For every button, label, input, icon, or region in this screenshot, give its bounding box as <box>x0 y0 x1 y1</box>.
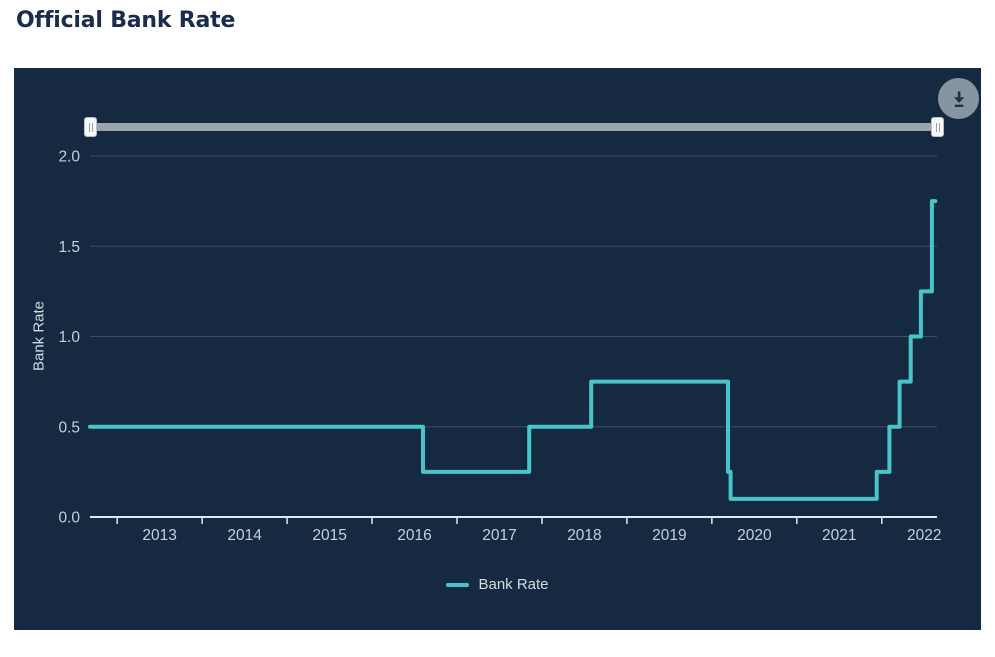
legend-label: Bank Rate <box>478 576 549 593</box>
slider-max-handle[interactable] <box>931 117 944 137</box>
download-icon <box>953 91 964 107</box>
download-button[interactable] <box>938 78 979 119</box>
x-tick-label: 2017 <box>482 527 516 544</box>
x-tick-label: 2016 <box>397 527 431 544</box>
slider-track[interactable] <box>90 123 938 131</box>
y-axis-title: Bank Rate <box>30 300 48 372</box>
x-tick-label: 2015 <box>312 527 346 544</box>
grip-icon <box>88 122 93 132</box>
page-title: Official Bank Rate <box>16 8 236 33</box>
grip-icon <box>935 122 940 132</box>
x-tick-label: 2018 <box>567 527 601 544</box>
x-tick-label: 2019 <box>652 527 686 544</box>
y-tick-label: 0.5 <box>58 419 80 436</box>
x-tick-label: 2021 <box>822 527 856 544</box>
x-tick-label: 2014 <box>227 527 262 544</box>
y-tick-label: 1.5 <box>58 239 80 256</box>
x-tick-label: 2022 <box>907 527 941 544</box>
legend-line-swatch <box>446 582 470 587</box>
y-tick-label: 2.0 <box>58 149 80 166</box>
bank-rate-chart: 0.0 0.5 1.0 1.5 2.0 2013 2014 2015 2016 2017 2018 2… <box>58 149 941 545</box>
x-tick-label: 2013 <box>142 527 176 544</box>
chart-legend[interactable]: Bank Rate <box>14 576 981 593</box>
slider-min-handle[interactable] <box>84 117 97 137</box>
y-tick-label: 0.0 <box>58 510 80 527</box>
chart-panel: 0.0 0.5 1.0 1.5 2.0 2013 2014 2015 2016 2017 2018 2… <box>14 68 981 630</box>
bank-rate-line <box>88 199 938 501</box>
range-slider[interactable] <box>84 115 944 139</box>
y-tick-label: 1.0 <box>58 329 80 346</box>
x-tick-label: 2020 <box>737 527 772 544</box>
